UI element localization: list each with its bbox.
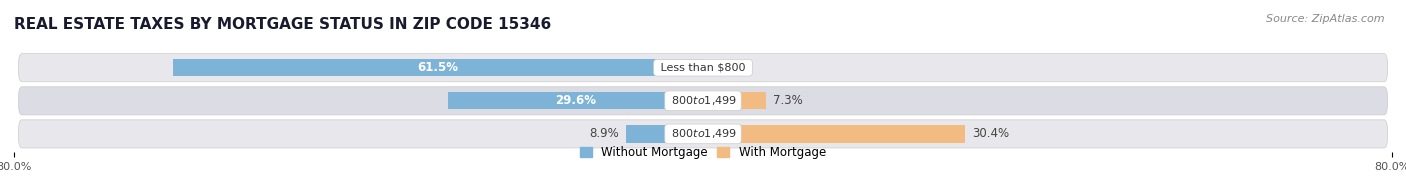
Text: 8.9%: 8.9% <box>589 127 620 140</box>
Text: REAL ESTATE TAXES BY MORTGAGE STATUS IN ZIP CODE 15346: REAL ESTATE TAXES BY MORTGAGE STATUS IN … <box>14 17 551 32</box>
Bar <box>173 59 703 76</box>
Text: 29.6%: 29.6% <box>555 94 596 107</box>
Text: 61.5%: 61.5% <box>418 61 458 74</box>
FancyBboxPatch shape <box>18 87 1388 115</box>
Text: $800 to $1,499: $800 to $1,499 <box>668 94 738 107</box>
Bar <box>703 92 766 109</box>
Text: 0.0%: 0.0% <box>710 61 740 74</box>
Text: Source: ZipAtlas.com: Source: ZipAtlas.com <box>1267 14 1385 24</box>
FancyBboxPatch shape <box>18 120 1388 148</box>
FancyBboxPatch shape <box>18 54 1388 82</box>
Legend: Without Mortgage, With Mortgage: Without Mortgage, With Mortgage <box>581 146 825 159</box>
Text: $800 to $1,499: $800 to $1,499 <box>668 127 738 140</box>
Bar <box>626 125 703 143</box>
Text: Less than $800: Less than $800 <box>657 63 749 73</box>
Text: 7.3%: 7.3% <box>773 94 803 107</box>
Bar <box>449 92 703 109</box>
Bar <box>703 125 965 143</box>
Text: 30.4%: 30.4% <box>972 127 1010 140</box>
